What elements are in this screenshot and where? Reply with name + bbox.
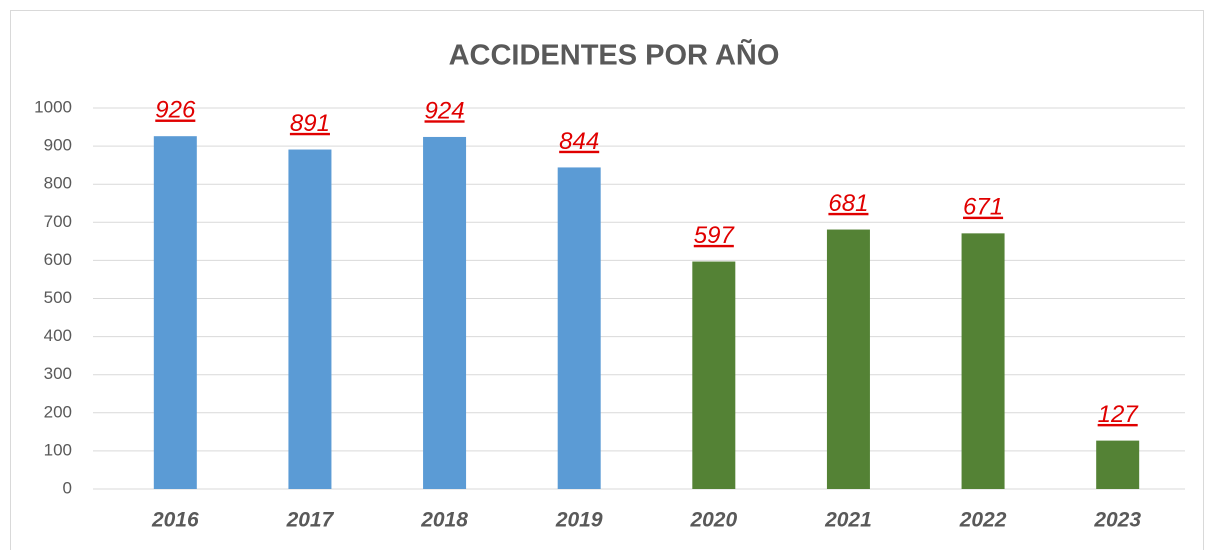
y-tick-label: 700	[44, 212, 72, 231]
y-tick-label: 500	[44, 288, 72, 307]
data-label: 671	[963, 194, 1003, 221]
x-tick-label: 2020	[689, 509, 737, 532]
x-tick-label: 2016	[151, 509, 199, 532]
data-label: 926	[155, 97, 196, 124]
bar	[692, 261, 736, 489]
y-tick-label: 0	[63, 478, 72, 497]
data-label: 597	[694, 222, 736, 249]
data-label: 681	[828, 190, 868, 217]
y-tick-label: 1000	[34, 97, 72, 116]
bar	[423, 136, 467, 489]
bar	[557, 167, 601, 489]
y-tick-label: 800	[44, 174, 72, 193]
bar	[288, 149, 332, 490]
data-label: 844	[559, 128, 599, 155]
x-tick-label: 2022	[959, 509, 1007, 532]
y-tick-label: 400	[44, 326, 72, 345]
data-label: 891	[290, 110, 330, 137]
chart-title: ACCIDENTES POR AÑO	[449, 38, 780, 72]
y-tick-label: 900	[44, 136, 72, 155]
y-tick-label: 300	[44, 364, 72, 383]
x-tick-label: 2017	[286, 509, 335, 532]
bar	[1096, 440, 1140, 489]
x-tick-label: 2018	[420, 509, 468, 532]
y-tick-label: 100	[44, 440, 72, 459]
data-label: 127	[1098, 401, 1140, 428]
x-tick-label: 2019	[555, 509, 603, 532]
data-label: 924	[425, 97, 465, 124]
chart-border	[10, 10, 1204, 550]
bar	[826, 229, 870, 489]
y-tick-label: 200	[44, 402, 72, 421]
bar	[153, 136, 197, 489]
bar	[961, 233, 1005, 489]
y-tick-label: 600	[44, 250, 72, 269]
x-tick-label: 2021	[824, 509, 872, 532]
x-tick-label: 2023	[1093, 509, 1141, 532]
